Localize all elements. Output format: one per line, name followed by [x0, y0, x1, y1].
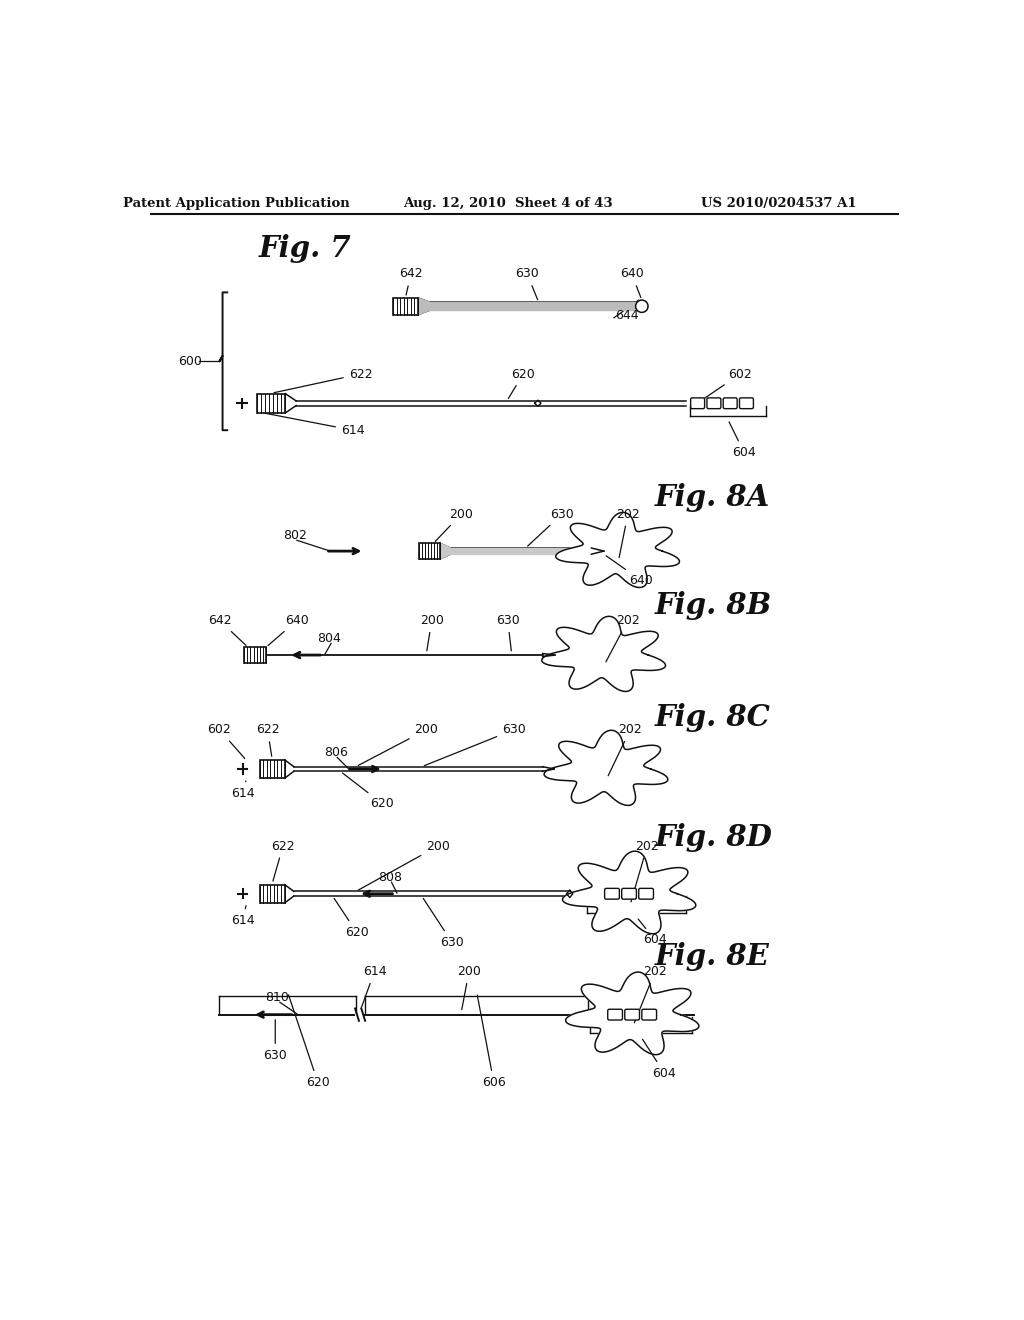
Text: 808: 808	[378, 871, 402, 883]
Text: 604: 604	[638, 919, 667, 946]
Text: 640: 640	[268, 614, 309, 645]
Text: 614: 614	[361, 965, 386, 1007]
Text: 602: 602	[208, 723, 245, 759]
Text: 804: 804	[317, 632, 341, 645]
Text: 600: 600	[178, 355, 202, 368]
Text: 630: 630	[423, 899, 464, 949]
Text: 202: 202	[606, 614, 640, 661]
Text: 200: 200	[457, 965, 481, 1010]
Text: 200: 200	[435, 508, 473, 541]
Text: 640: 640	[606, 556, 653, 587]
Text: 802: 802	[283, 529, 306, 541]
Text: US 2010/0204537 A1: US 2010/0204537 A1	[701, 197, 857, 210]
Text: 806: 806	[324, 746, 347, 759]
Text: 614: 614	[230, 781, 255, 800]
Text: 630: 630	[263, 1020, 287, 1063]
Text: 202: 202	[616, 508, 640, 557]
Text: 630: 630	[496, 614, 519, 651]
Text: 642: 642	[208, 614, 246, 645]
Text: 622: 622	[274, 367, 373, 392]
Text: 602: 602	[696, 367, 752, 404]
Polygon shape	[440, 544, 451, 558]
Circle shape	[636, 300, 648, 313]
Text: 630: 630	[424, 723, 526, 766]
Polygon shape	[562, 851, 695, 933]
Bar	[393, 298, 418, 314]
Text: 810: 810	[265, 991, 289, 1003]
Text: 202: 202	[608, 723, 642, 776]
Text: 620: 620	[508, 367, 536, 399]
Text: 604: 604	[642, 1039, 676, 1080]
Text: Fig. 8E: Fig. 8E	[655, 942, 770, 972]
Text: 614: 614	[264, 413, 365, 437]
Text: 620: 620	[289, 995, 330, 1089]
Polygon shape	[544, 730, 668, 805]
Bar	[419, 544, 440, 558]
Text: 200: 200	[358, 840, 450, 890]
Text: 630: 630	[515, 268, 539, 300]
Polygon shape	[556, 512, 680, 587]
Bar	[260, 760, 285, 779]
Text: 644: 644	[614, 309, 638, 322]
Text: Fig. 7: Fig. 7	[258, 234, 351, 263]
FancyBboxPatch shape	[622, 888, 636, 899]
Text: 622: 622	[256, 723, 280, 756]
FancyBboxPatch shape	[690, 397, 705, 409]
Bar	[260, 884, 285, 903]
Bar	[245, 647, 266, 663]
FancyBboxPatch shape	[642, 1010, 656, 1020]
Polygon shape	[451, 548, 592, 554]
FancyBboxPatch shape	[707, 397, 721, 409]
Text: 622: 622	[271, 840, 295, 880]
Text: 642: 642	[399, 268, 423, 296]
Polygon shape	[565, 972, 699, 1055]
Text: 630: 630	[527, 508, 573, 546]
Text: Fig. 8D: Fig. 8D	[655, 822, 773, 851]
Text: 614: 614	[230, 906, 255, 927]
Polygon shape	[542, 616, 666, 692]
FancyBboxPatch shape	[607, 1010, 623, 1020]
Text: 620: 620	[334, 899, 369, 939]
FancyBboxPatch shape	[739, 397, 754, 409]
FancyBboxPatch shape	[639, 888, 653, 899]
Text: 200: 200	[358, 723, 438, 766]
FancyBboxPatch shape	[604, 888, 620, 899]
Text: Fig. 8A: Fig. 8A	[655, 483, 770, 512]
FancyBboxPatch shape	[625, 1010, 640, 1020]
Text: 202: 202	[634, 965, 667, 1023]
Text: Aug. 12, 2010  Sheet 4 of 43: Aug. 12, 2010 Sheet 4 of 43	[402, 197, 612, 210]
FancyBboxPatch shape	[723, 397, 737, 409]
Text: 606: 606	[477, 995, 506, 1089]
Text: 640: 640	[620, 268, 644, 297]
Text: Fig. 8B: Fig. 8B	[655, 591, 772, 620]
Text: 200: 200	[420, 614, 443, 651]
Bar	[257, 393, 286, 413]
Polygon shape	[418, 298, 430, 314]
Text: Patent Application Publication: Patent Application Publication	[123, 197, 350, 210]
Text: 202: 202	[631, 840, 659, 902]
Polygon shape	[430, 302, 636, 310]
Text: 604: 604	[729, 422, 756, 459]
Text: 620: 620	[343, 774, 394, 810]
Text: Fig. 8C: Fig. 8C	[655, 702, 771, 731]
